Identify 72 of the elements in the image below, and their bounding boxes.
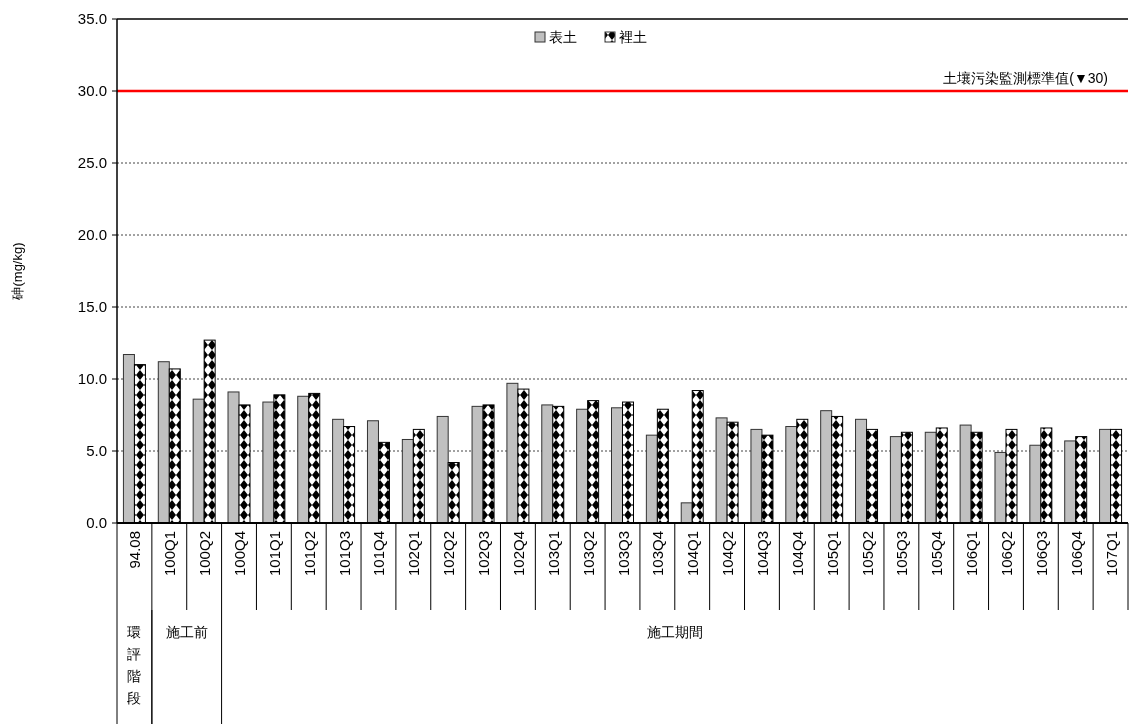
x-tick-label: 100Q4 bbox=[231, 531, 249, 577]
x-tick-label: 103Q2 bbox=[579, 531, 597, 577]
y-tick-label: 10.0 bbox=[77, 370, 107, 387]
x-tick-label: 105Q1 bbox=[823, 531, 841, 577]
x-tick-label: 101Q3 bbox=[335, 531, 353, 577]
x-tick-label: 106Q4 bbox=[1067, 531, 1085, 577]
bar bbox=[750, 428, 763, 524]
bar bbox=[820, 410, 833, 524]
x-tick-label: 102Q1 bbox=[405, 531, 423, 577]
text: 施工前 bbox=[165, 624, 208, 640]
x-tick-label: 103Q3 bbox=[614, 531, 632, 577]
bar bbox=[541, 404, 554, 524]
bar bbox=[924, 431, 937, 524]
y-tick-label: 5.0 bbox=[86, 442, 107, 459]
bar bbox=[1099, 428, 1112, 524]
x-tick-label: 105Q2 bbox=[858, 531, 876, 577]
bar bbox=[785, 426, 798, 524]
y-tick-label: 35.0 bbox=[77, 10, 107, 27]
x-tick-label: 104Q3 bbox=[753, 531, 771, 577]
x-tick-label: 107Q1 bbox=[1102, 531, 1120, 577]
bar bbox=[1064, 440, 1077, 524]
text: 施工期間 bbox=[646, 624, 703, 640]
x-tick-label: 94.08 bbox=[126, 531, 144, 569]
y-tick-label: 30.0 bbox=[77, 82, 107, 99]
x-tick-label: 104Q4 bbox=[788, 531, 806, 577]
bar bbox=[157, 361, 170, 524]
x-tick-label: 100Q1 bbox=[161, 531, 179, 577]
legend-label: 表土 bbox=[549, 29, 577, 45]
x-tick-label: 106Q1 bbox=[963, 531, 981, 577]
ref-line-label: 土壤污染監測標準值(▼30) bbox=[943, 70, 1108, 86]
y-tick-label: 15.0 bbox=[77, 298, 107, 315]
bar bbox=[645, 434, 658, 524]
bar bbox=[436, 415, 449, 524]
bar bbox=[401, 438, 414, 524]
bar bbox=[332, 418, 345, 524]
y-tick-label: 20.0 bbox=[77, 226, 107, 243]
bar bbox=[192, 398, 205, 524]
x-tick-label: 104Q1 bbox=[684, 531, 702, 577]
y-tick-label: 25.0 bbox=[77, 154, 107, 171]
y-axis-title: 砷(mg/kg) bbox=[10, 242, 25, 301]
bar bbox=[262, 401, 275, 524]
x-tick-label: 103Q1 bbox=[544, 531, 562, 577]
x-tick-label: 102Q2 bbox=[440, 531, 458, 577]
bar bbox=[855, 418, 868, 524]
bar bbox=[959, 424, 972, 524]
y-tick-label: 0.0 bbox=[86, 514, 107, 531]
x-tick-label: 102Q3 bbox=[475, 531, 493, 577]
bar bbox=[1029, 444, 1042, 524]
x-tick-label: 100Q2 bbox=[196, 531, 214, 577]
x-tick-label: 101Q4 bbox=[370, 531, 388, 577]
bar bbox=[471, 405, 484, 524]
bar bbox=[715, 417, 728, 524]
x-tick-label: 106Q3 bbox=[1032, 531, 1050, 577]
x-tick-label: 105Q3 bbox=[893, 531, 911, 577]
x-tick-label: 103Q4 bbox=[649, 531, 667, 577]
x-tick-label: 101Q1 bbox=[265, 531, 283, 577]
x-tick-label: 102Q4 bbox=[509, 531, 527, 577]
bar bbox=[297, 395, 310, 524]
text: 環評階段 bbox=[127, 624, 142, 706]
bar bbox=[994, 451, 1007, 524]
bar bbox=[611, 407, 623, 524]
bar bbox=[576, 408, 589, 524]
x-tick-label: 101Q2 bbox=[300, 531, 318, 577]
x-tick-label: 106Q2 bbox=[997, 531, 1015, 577]
x-tick-label: 104Q2 bbox=[719, 531, 737, 577]
bar bbox=[122, 354, 135, 524]
bar bbox=[227, 391, 240, 524]
bar bbox=[366, 420, 379, 524]
bar bbox=[506, 382, 519, 524]
legend-label: 裡土 bbox=[619, 29, 647, 45]
bar bbox=[889, 436, 902, 524]
x-tick-label: 105Q4 bbox=[928, 531, 946, 577]
